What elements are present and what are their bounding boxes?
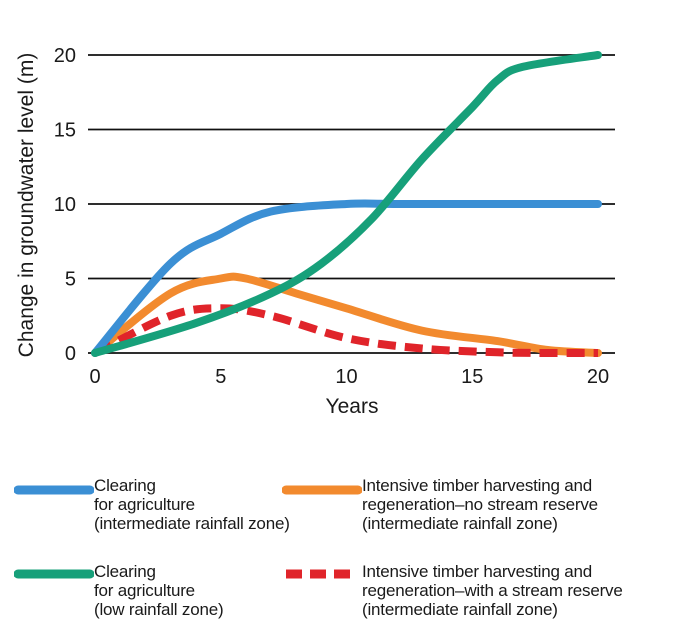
legend-item-timber-with-reserve: Intensive timber harvesting and regenera… (282, 562, 623, 619)
legend-item-clearing-intermediate: Clearing for agriculture (intermediate r… (14, 476, 290, 533)
x-tick-label: 10 (335, 366, 357, 388)
y-tick-label: 20 (54, 45, 76, 67)
x-tick-label: 0 (89, 366, 100, 388)
legend-swatch-blue (14, 485, 94, 495)
y-tick-label: 10 (54, 194, 76, 216)
y-tick-label: 15 (54, 120, 76, 142)
y-axis-title: Change in groundwater level (m) (15, 53, 38, 358)
legend-item-clearing-low: Clearing for agriculture (low rainfall z… (14, 562, 224, 619)
y-tick-label: 5 (65, 269, 76, 291)
x-tick-label: 20 (587, 366, 609, 388)
series-line-timber-no-reserve (91, 272, 602, 357)
series-line-clearing-intermediate (91, 199, 602, 357)
legend-swatch-green (14, 569, 94, 579)
x-axis-title: Years (326, 395, 379, 418)
legend-label: Intensive timber harvesting and regenera… (362, 476, 598, 533)
y-tick-label: 0 (65, 343, 76, 365)
legend-item-timber-no-reserve: Intensive timber harvesting and regenera… (282, 476, 598, 533)
series-line-clearing-low (91, 51, 602, 357)
series-lines (91, 51, 602, 358)
series-line-timber-with-reserve (93, 304, 599, 358)
legend-label: Clearing for agriculture (intermediate r… (94, 476, 290, 533)
legend-swatch-orange (282, 485, 362, 495)
x-tick-label: 5 (215, 366, 226, 388)
legend-label: Intensive timber harvesting and regenera… (362, 562, 623, 619)
groundwater-line-chart: 0 5 10 15 20 0 5 10 15 20 Years Change in ground… (15, 45, 615, 418)
x-tick-label: 15 (461, 366, 483, 388)
legend-swatch-red-dashed (286, 569, 358, 579)
legend-label: Clearing for agriculture (low rainfall z… (94, 562, 224, 619)
y-tick-labels: 0 5 10 15 20 (54, 45, 76, 365)
legend: Clearing for agriculture (intermediate r… (0, 468, 695, 629)
x-tick-labels: 0 5 10 15 20 (89, 366, 609, 388)
